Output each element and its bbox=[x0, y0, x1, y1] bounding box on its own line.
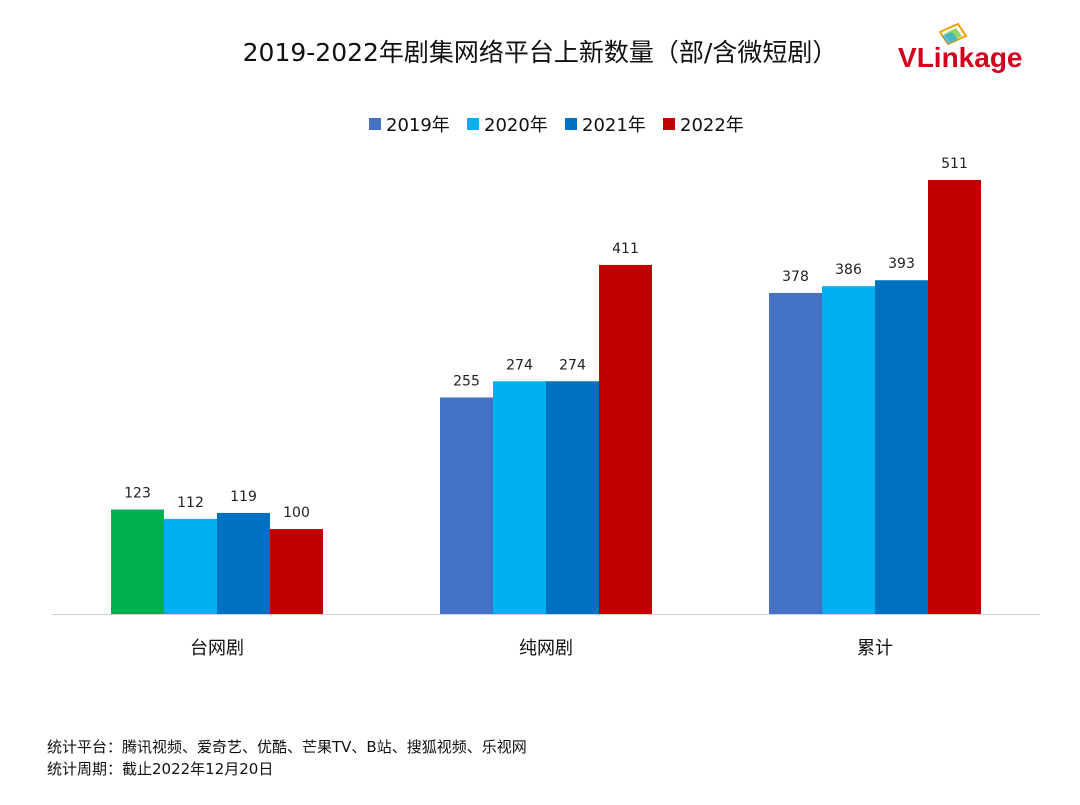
data-label: 274 bbox=[506, 357, 533, 373]
legend-label: 2021年 bbox=[582, 115, 646, 136]
bar bbox=[493, 381, 546, 614]
data-label: 393 bbox=[888, 256, 915, 272]
x-tick-label: 台网剧 bbox=[190, 638, 244, 659]
bar bbox=[875, 280, 928, 614]
data-label: 119 bbox=[230, 489, 257, 505]
legend-swatch bbox=[369, 118, 381, 130]
data-label: 100 bbox=[283, 505, 310, 521]
bar bbox=[928, 180, 981, 614]
x-axis-labels: 台网剧 纯网剧 累计 bbox=[190, 638, 893, 659]
x-tick-label: 纯网剧 bbox=[519, 638, 573, 659]
data-label: 274 bbox=[559, 357, 586, 373]
logo-rest: Linkage bbox=[916, 42, 1023, 73]
legend: 2019年 2020年 2021年 2022年 bbox=[369, 115, 744, 136]
footer-period: 统计周期：截止2022年12月20日 bbox=[47, 760, 274, 778]
bar bbox=[164, 518, 217, 614]
footer-notes: 统计平台：腾讯视频、爱奇艺、优酷、芒果TV、B站、搜狐视频、乐视网 统计周期：截… bbox=[47, 736, 527, 780]
vlinkage-logo: VLinkage bbox=[898, 22, 1048, 82]
legend-swatch bbox=[467, 118, 479, 130]
bar bbox=[440, 397, 493, 614]
bar bbox=[546, 381, 599, 614]
legend-label: 2022年 bbox=[680, 115, 744, 136]
bar bbox=[822, 286, 875, 614]
data-label: 255 bbox=[453, 373, 480, 389]
chart-title: 2019-2022年剧集网络平台上新数量（部/含微短剧） bbox=[243, 38, 838, 67]
data-label: 386 bbox=[835, 262, 862, 278]
legend-label: 2020年 bbox=[484, 115, 548, 136]
data-label: 123 bbox=[124, 486, 151, 502]
x-tick-label: 累计 bbox=[857, 638, 893, 659]
data-label: 378 bbox=[782, 269, 809, 285]
bars-group: 123 112 119 100 255 274 274 411 378 386 393 511 bbox=[111, 156, 981, 614]
legend-label: 2019年 bbox=[386, 115, 450, 136]
bar bbox=[769, 292, 822, 614]
data-label: 411 bbox=[612, 241, 639, 257]
bar bbox=[599, 264, 652, 614]
data-label: 112 bbox=[177, 495, 204, 511]
data-label: 511 bbox=[941, 156, 968, 172]
logo-frame-icon bbox=[938, 22, 968, 46]
legend-swatch bbox=[565, 118, 577, 130]
legend-swatch bbox=[663, 118, 675, 130]
bar bbox=[270, 529, 323, 614]
logo-v: V bbox=[898, 42, 917, 73]
bar bbox=[111, 509, 164, 614]
logo-wordmark: VLinkage bbox=[898, 42, 1023, 74]
footer-platforms: 统计平台：腾讯视频、爱奇艺、优酷、芒果TV、B站、搜狐视频、乐视网 bbox=[47, 738, 527, 756]
bar bbox=[217, 512, 270, 614]
